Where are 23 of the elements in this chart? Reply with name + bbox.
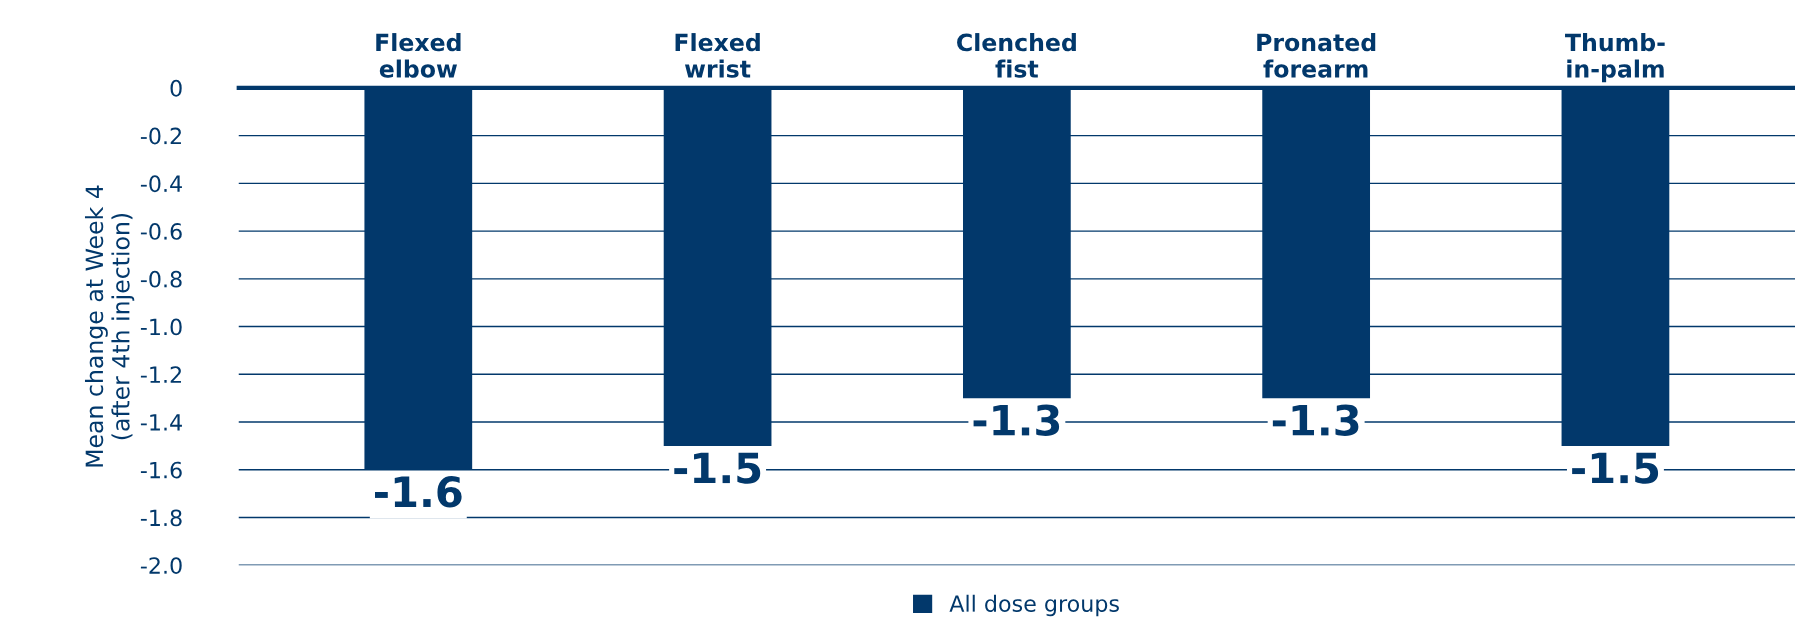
data-label: -1.3 <box>973 404 1060 436</box>
y-tick-label: -0.6 <box>140 223 182 240</box>
y-tick-label: -2.0 <box>140 557 182 574</box>
y-tick-label: -0.8 <box>140 270 182 288</box>
legend-label: All dose groups <box>949 594 1119 617</box>
y-axis-title: Mean change at Week 4 (after 4th injection) <box>84 185 135 467</box>
y-tick-label: 0 <box>170 79 182 97</box>
data-label: -1.3 <box>1272 404 1359 436</box>
y-tick-label: -1.0 <box>140 318 182 336</box>
x-tick-label: Flexed wrist <box>675 33 760 78</box>
data-label: -1.6 <box>375 476 462 508</box>
x-tick-label: Thumb- in-palm <box>1565 33 1665 83</box>
y-tick-label: -1.2 <box>140 366 181 383</box>
data-label: -1.5 <box>1572 452 1659 484</box>
x-tick-label: Flexed elbow <box>376 33 461 78</box>
x-tick-label: Pronated forearm <box>1257 33 1376 78</box>
data-label: -1.5 <box>674 452 761 484</box>
y-tick-label: -0.2 <box>140 127 181 145</box>
y-tick-label: -1.8 <box>140 509 182 527</box>
y-tick-label: -1.6 <box>140 461 182 479</box>
x-tick-label: Clenched fist <box>957 33 1076 78</box>
y-tick-label: -1.4 <box>140 414 182 431</box>
y-tick-label: -0.4 <box>140 175 182 193</box>
